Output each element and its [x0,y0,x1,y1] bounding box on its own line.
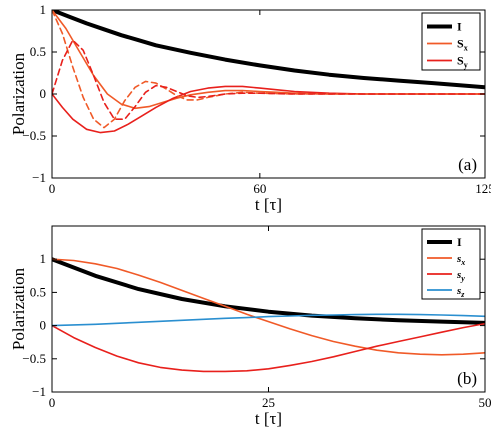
y-tick-label: 0 [40,86,47,101]
panel-label: (a) [458,155,477,174]
legend-box [422,13,480,70]
plot-frame [52,226,485,392]
x-axis-label: t [τ] [255,409,282,428]
series-line-Sy-dashed [52,40,485,119]
y-tick-label: 0.5 [30,284,46,299]
x-tick-label: 125 [475,181,491,196]
legend-label-I: I [457,20,462,34]
x-tick-label: 0 [49,181,56,196]
x-tick-label: 60 [253,181,266,196]
y-tick-label: 0 [40,318,47,333]
y-tick-label: −1 [32,384,46,399]
y-axis-label: Polarization [9,52,28,135]
y-axis-label: Polarization [9,267,28,350]
legend-label-I: I [457,235,462,249]
x-tick-label: 0 [49,395,56,410]
chart-panel-1: 0 25 50 −1 −0.5 0 0.5 1 t [τ] Polarization (b) Isxs… [9,226,491,428]
x-tick-label: 50 [479,395,491,410]
y-tick-label: 0.5 [30,44,46,59]
x-tick-label: 25 [262,395,275,410]
panel-label: (b) [457,369,477,388]
y-tick-label: 1 [40,251,47,266]
y-tick-label: −1 [32,170,46,185]
series-line-sx [52,259,485,355]
chart-panel-0: 060125−1−0.500.51t [τ]Polarization(a)ISx… [9,2,491,214]
series-line-sy [52,324,485,372]
legend-box [422,229,480,299]
series-line-I [52,10,485,87]
y-tick-label: 1 [40,2,47,17]
y-tick-label: −0.5 [22,351,46,366]
x-axis-label: t [τ] [255,195,282,214]
series-line-Sx-dashed [52,10,485,128]
